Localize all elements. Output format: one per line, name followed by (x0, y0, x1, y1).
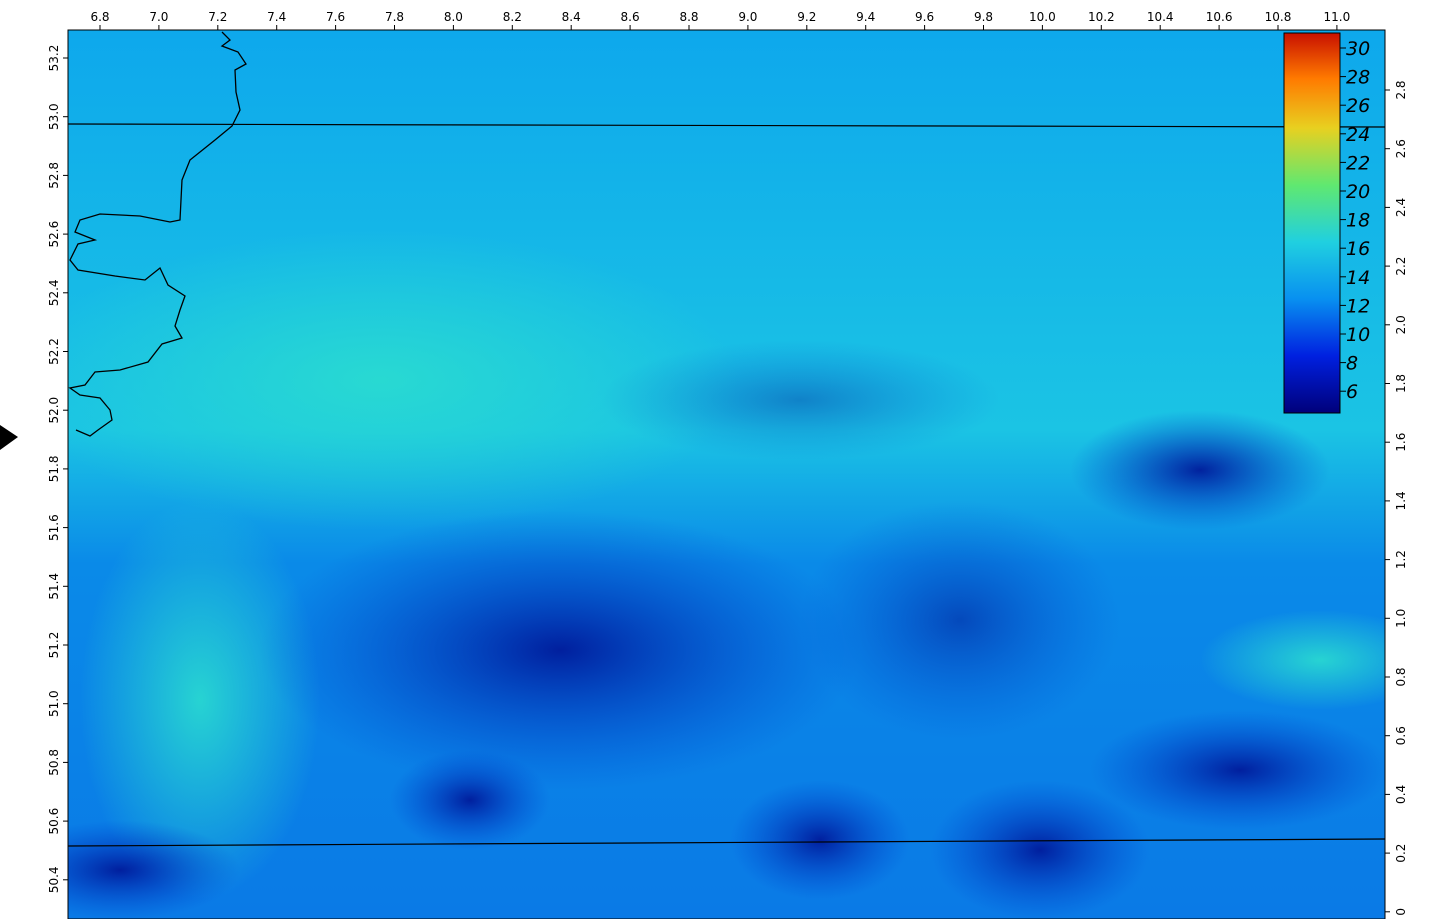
top-tick-label: 10.2 (1088, 10, 1115, 24)
colorbar-tick-label: 16 (1346, 238, 1370, 260)
top-tick-label: 8.6 (621, 10, 640, 24)
left-tick-label: 50.8 (47, 749, 61, 776)
colorbar-tick-label: 28 (1346, 67, 1370, 89)
colorbar-tick-label: 6 (1346, 381, 1358, 403)
top-tick-label: 10.6 (1206, 10, 1233, 24)
top-tick-label: 8.4 (562, 10, 581, 24)
top-tick-label: 7.2 (208, 10, 227, 24)
top-tick-label: 9.2 (797, 10, 816, 24)
left-tick-label: 51.4 (47, 573, 61, 600)
top-tick-label: 8.0 (444, 10, 463, 24)
colorbar-tick-label: 8 (1346, 353, 1358, 375)
top-tick-label: 7.4 (267, 10, 286, 24)
left-tick-label: 52.6 (47, 221, 61, 248)
right-tick-label: 1.6 (1394, 433, 1408, 452)
right-tick-label: 2.6 (1394, 139, 1408, 158)
right-tick-label: 0.4 (1394, 785, 1408, 804)
right-tick-label: 0.6 (1394, 726, 1408, 745)
left-tick-label: 52.2 (47, 338, 61, 365)
right-tick-label: 1.8 (1394, 374, 1408, 393)
colorbar-tick-label: 24 (1346, 124, 1370, 146)
colorbar-tick-label: 26 (1346, 95, 1370, 117)
top-tick-label: 7.8 (385, 10, 404, 24)
left-tick-label: 50.6 (47, 808, 61, 835)
top-tick-label: 9.6 (915, 10, 934, 24)
colorbar-tick-label: 30 (1346, 38, 1370, 60)
raster (0, 30, 1440, 919)
right-tick-label: 2.8 (1394, 80, 1408, 99)
top-tick-label: 8.8 (679, 10, 698, 24)
top-tick-label: 9.8 (974, 10, 993, 24)
top-tick-label: 9.0 (738, 10, 757, 24)
right-tick-label: 1.4 (1394, 491, 1408, 510)
top-tick-label: 11.0 (1324, 10, 1351, 24)
left-tick-label: 52.8 (47, 162, 61, 189)
right-tick-label: 1.2 (1394, 550, 1408, 569)
colorbar-tick-label: 10 (1346, 324, 1370, 346)
left-tick-label: 53.2 (47, 45, 61, 72)
left-tick-label: 51.6 (47, 514, 61, 541)
colorbar-tick-label: 18 (1346, 210, 1370, 232)
side-arrow (0, 425, 18, 450)
right-tick-label: 1.0 (1394, 609, 1408, 628)
right-tick-label: 0 (1394, 908, 1408, 916)
top-tick-label: 7.0 (149, 10, 168, 24)
left-tick-label: 52.0 (47, 397, 61, 424)
right-tick-label: 0.2 (1394, 844, 1408, 863)
left-tick-label: 50.4 (47, 866, 61, 893)
top-tick-label: 9.4 (856, 10, 875, 24)
top-tick-label: 10.8 (1265, 10, 1292, 24)
colorbar-tick-label: 14 (1346, 267, 1370, 289)
right-tick-label: 2.0 (1394, 315, 1408, 334)
colorbar-tick-label: 22 (1346, 152, 1370, 174)
colorbar-tick-label: 20 (1346, 181, 1370, 203)
top-tick-label: 7.6 (326, 10, 345, 24)
right-tick-label: 2.2 (1394, 257, 1408, 276)
top-tick-label: 8.2 (503, 10, 522, 24)
right-tick-label: 2.4 (1394, 198, 1408, 217)
colorbar (1284, 33, 1340, 413)
left-tick-label: 52.4 (47, 279, 61, 306)
map-view: 6.8 7.0 7.2 7.4 7.6 7.8 8.0 8.2 8.4 8.6 8.8 9.0 9.2 9… (0, 0, 1452, 919)
top-tick-label: 6.8 (90, 10, 109, 24)
left-tick-label: 51.2 (47, 632, 61, 659)
top-tick-label: 10.0 (1029, 10, 1056, 24)
left-tick-label: 51.0 (47, 690, 61, 717)
colorbar-tick-label: 12 (1346, 295, 1370, 317)
left-tick-label: 53.0 (47, 103, 61, 130)
left-tick-label: 51.8 (47, 456, 61, 483)
top-tick-label: 10.4 (1147, 10, 1174, 24)
page: {"map": { "top_ticks": ["6.8","7.0","7.2… (0, 0, 1452, 919)
right-tick-label: 0.8 (1394, 667, 1408, 686)
